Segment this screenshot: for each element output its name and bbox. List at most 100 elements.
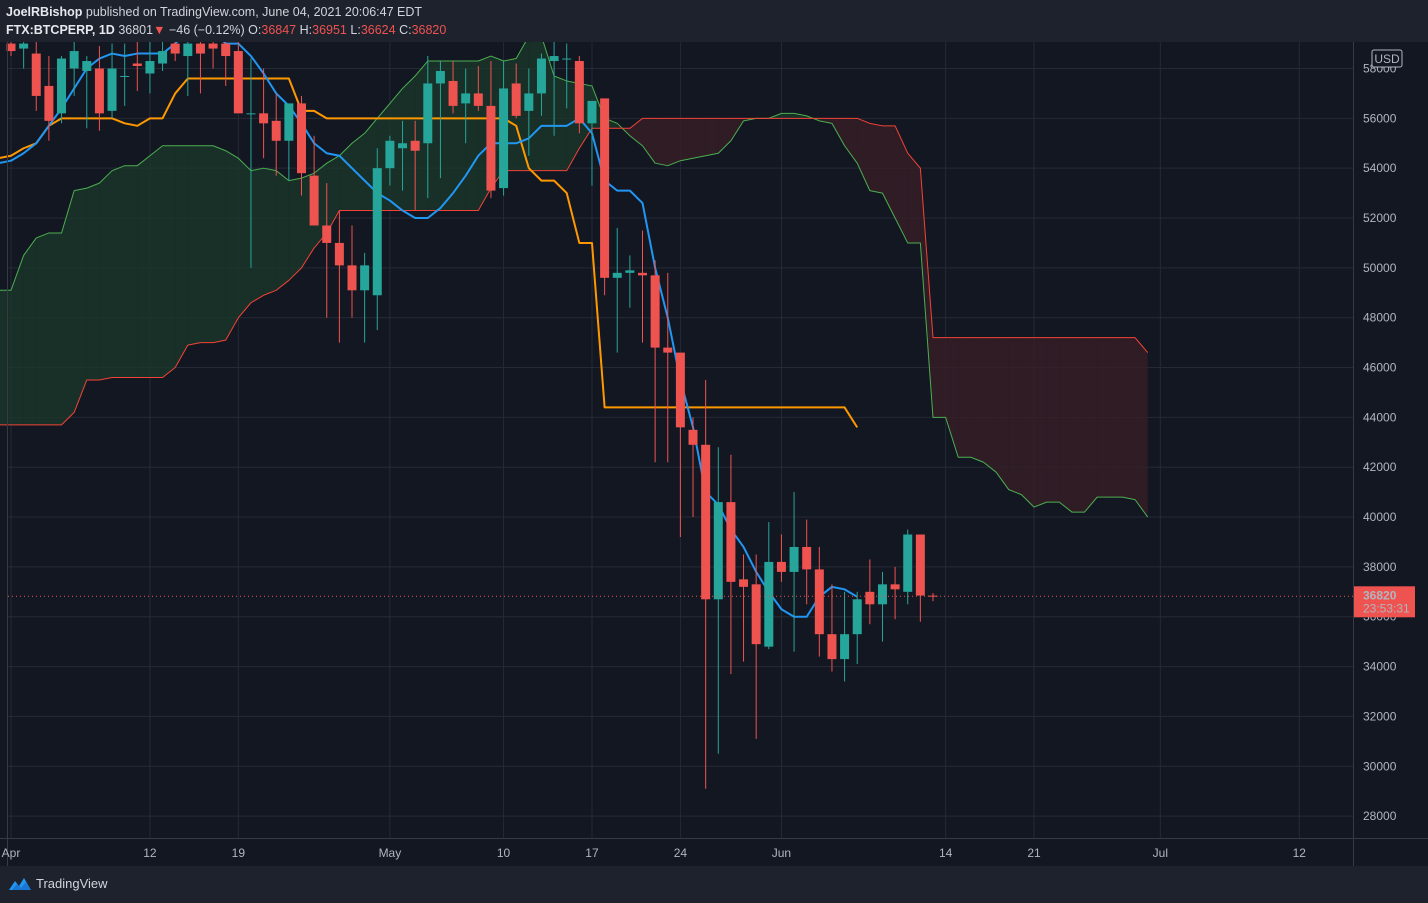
cloud-segment (844, 118, 858, 164)
candle[interactable] (776, 534, 786, 582)
candle[interactable] (587, 100, 597, 186)
candle[interactable] (158, 42, 168, 71)
symbol-label[interactable]: FTX:BTCPERP, 1D (6, 23, 115, 37)
candle[interactable] (890, 566, 900, 620)
currency-badge[interactable]: USD (1371, 49, 1403, 68)
candle[interactable] (524, 68, 534, 156)
candle[interactable] (107, 43, 117, 119)
candle[interactable] (448, 61, 458, 114)
candle[interactable] (31, 42, 41, 111)
candle[interactable] (789, 492, 799, 652)
candle[interactable] (246, 58, 256, 268)
candle[interactable] (713, 447, 723, 754)
candle[interactable] (398, 120, 408, 191)
candle[interactable] (675, 352, 685, 537)
candle[interactable] (322, 183, 332, 318)
candle[interactable] (94, 46, 104, 131)
candle[interactable] (827, 584, 837, 672)
candle[interactable] (195, 42, 205, 94)
candle[interactable] (461, 68, 471, 144)
candle[interactable] (499, 61, 509, 196)
price-tick-label: 46000 (1363, 361, 1397, 375)
candle[interactable] (726, 454, 736, 675)
candle-body (398, 143, 408, 149)
candle[interactable] (751, 554, 761, 739)
brand[interactable]: TradingView (8, 876, 108, 891)
candle[interactable] (435, 61, 445, 179)
cloud-segment (945, 337, 959, 458)
cloud-segment (137, 155, 150, 378)
candle[interactable] (928, 593, 938, 602)
candle[interactable] (44, 56, 54, 141)
candle[interactable] (82, 56, 92, 129)
candle[interactable] (814, 546, 824, 657)
candle[interactable] (6, 42, 16, 57)
candle[interactable] (473, 66, 483, 111)
candle-body (486, 105, 496, 191)
candle[interactable] (840, 591, 850, 682)
cloud-segment (680, 118, 694, 161)
candle[interactable] (612, 227, 622, 353)
cloud-segment (1034, 337, 1047, 508)
candle[interactable] (385, 135, 395, 186)
time-axis[interactable]: Apr 12 19 May 10 17 24 Jun 14 21 Jul 12 (2, 846, 1307, 860)
candle[interactable] (208, 42, 218, 69)
candle[interactable] (19, 42, 29, 69)
candle[interactable] (650, 260, 660, 463)
candle[interactable] (688, 417, 698, 518)
candle[interactable] (284, 103, 294, 181)
candle[interactable] (145, 42, 155, 94)
candle[interactable] (57, 56, 67, 124)
candle[interactable] (663, 272, 673, 463)
candle[interactable] (233, 42, 243, 114)
candle[interactable] (120, 43, 130, 106)
candle[interactable] (271, 93, 281, 176)
cloud-segment (86, 183, 100, 380)
candle[interactable] (549, 42, 559, 136)
cloud-segment (819, 118, 832, 124)
price-chart[interactable]: 2800030000320003400036000380004000042000… (0, 42, 1428, 866)
candle[interactable] (852, 591, 862, 665)
candle[interactable] (372, 148, 382, 331)
leading-span-b-line (0, 117, 1149, 426)
candle[interactable] (486, 61, 496, 199)
candle[interactable] (296, 95, 306, 196)
candle-body (410, 140, 420, 151)
candle[interactable] (877, 571, 887, 642)
candle[interactable] (625, 255, 635, 308)
candle[interactable] (183, 42, 193, 96)
author-name[interactable]: JoelRBishop (6, 5, 83, 19)
candle[interactable] (423, 56, 433, 199)
candle[interactable] (764, 522, 774, 650)
candle[interactable] (259, 68, 269, 159)
candle[interactable] (915, 534, 925, 622)
candle[interactable] (802, 519, 812, 605)
candle[interactable] (170, 42, 180, 62)
candle-body (208, 43, 218, 49)
candle[interactable] (701, 380, 711, 789)
candle-body (536, 58, 546, 94)
candle[interactable] (600, 98, 610, 296)
candle[interactable] (865, 559, 875, 625)
cloud-segment (326, 155, 340, 233)
candle[interactable] (511, 63, 521, 119)
candle[interactable] (334, 210, 344, 343)
candle[interactable] (562, 43, 572, 109)
candle[interactable] (69, 42, 79, 96)
candle[interactable] (360, 252, 370, 343)
candle[interactable] (347, 225, 357, 318)
candle[interactable] (221, 42, 231, 86)
cloud-segment (238, 158, 251, 318)
candle[interactable] (574, 56, 584, 134)
price-axis[interactable]: 2800030000320003400036000380004000042000… (1363, 62, 1397, 824)
candle[interactable] (903, 529, 913, 605)
candle[interactable] (638, 230, 647, 343)
candlestick-series[interactable] (6, 42, 938, 789)
time-tick-label: Apr (2, 846, 21, 860)
candle[interactable] (132, 42, 142, 91)
candle[interactable] (410, 120, 420, 211)
published-text: published on TradingView.com, June 04, 2… (85, 5, 422, 19)
candle[interactable] (536, 53, 546, 116)
candle[interactable] (309, 135, 319, 226)
candle[interactable] (739, 554, 749, 662)
